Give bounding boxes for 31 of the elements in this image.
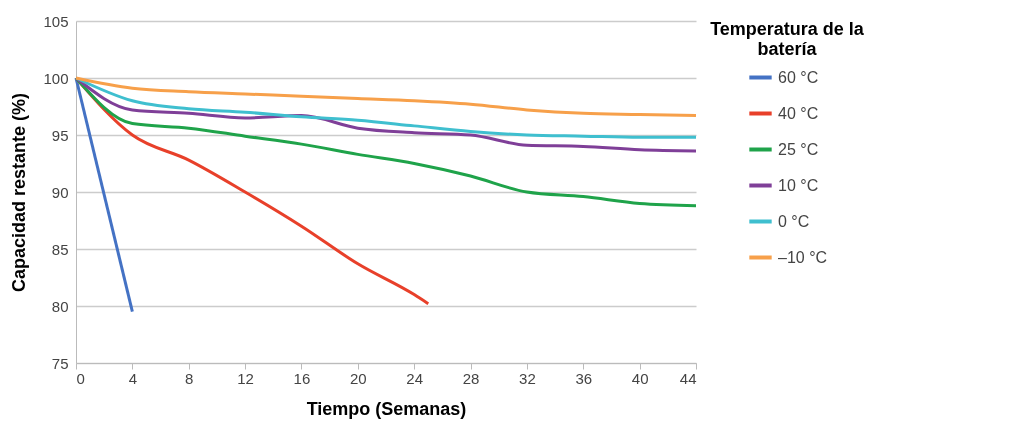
x-axis-title: Tiempo (Semanas) <box>306 398 467 419</box>
x-tick-label: 44 <box>679 369 697 387</box>
x-tick-label: 8 <box>185 369 194 387</box>
legend-label: 0 °C <box>778 212 810 230</box>
x-tick-label: 40 <box>631 369 649 387</box>
line-series <box>74 76 698 118</box>
legend-label: 25 °C <box>778 140 819 158</box>
legend-label: 40 °C <box>778 104 819 122</box>
y-tick-label: 75 <box>51 354 69 372</box>
x-tick-label: 28 <box>462 369 480 387</box>
y-tick-label: 90 <box>51 183 69 201</box>
legend-label: –10 °C <box>778 248 828 266</box>
y-tick-label: 100 <box>43 69 69 87</box>
y-tick-label: 85 <box>51 240 69 258</box>
y-tick-label: 80 <box>51 297 69 315</box>
x-tick-label: 12 <box>237 369 254 387</box>
line-series <box>74 76 698 153</box>
legend-label: 60 °C <box>778 68 819 86</box>
x-tick-label: 24 <box>406 369 424 387</box>
x-tick-label: 16 <box>293 369 311 387</box>
x-tick-label: 36 <box>575 369 593 387</box>
line-series <box>74 76 698 208</box>
x-tick-label: 32 <box>519 369 536 387</box>
x-tick-label: 4 <box>128 369 138 387</box>
legend-label: 10 °C <box>778 176 819 194</box>
legend-title: Temperatura de la batería <box>710 19 865 59</box>
y-axis-title: Capacidad restante (%) <box>9 92 30 293</box>
y-tick-label: 105 <box>43 12 69 30</box>
x-tick-label: 20 <box>349 369 367 387</box>
y-tick-label: 95 <box>51 126 69 144</box>
x-tick-label: 0 <box>76 369 85 387</box>
